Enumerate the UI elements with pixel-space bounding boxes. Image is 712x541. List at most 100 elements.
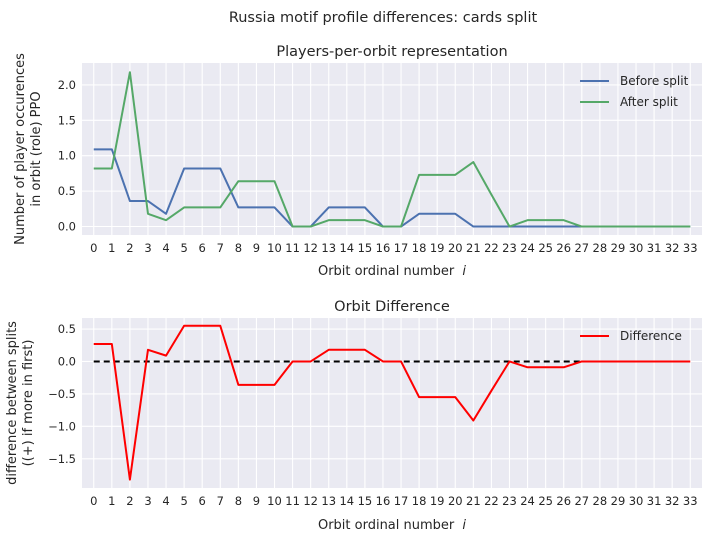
y-axis-label-line2: ((+) if more in first) [21, 340, 36, 467]
x-tick-label: 15 [358, 241, 373, 255]
x-axis-label-variable: i [462, 264, 466, 279]
x-tick-label: 14 [339, 494, 354, 508]
y-tick-label: 0.5 [58, 184, 76, 198]
chart-title: Players-per-orbit representation [276, 44, 507, 60]
x-tick-label: 23 [502, 241, 517, 255]
x-tick-label: 2 [126, 241, 133, 255]
x-tick-label: 33 [683, 241, 698, 255]
x-tick-label: 6 [199, 241, 206, 255]
x-tick-label: 4 [162, 241, 169, 255]
x-tick-label: 19 [430, 494, 445, 508]
x-axis-label-text: Orbit ordinal number [318, 518, 458, 533]
x-tick-label: 17 [394, 241, 409, 255]
x-tick-label: 30 [629, 494, 644, 508]
x-tick-label: 7 [217, 241, 224, 255]
x-tick-label: 21 [466, 494, 481, 508]
x-tick-label: 12 [303, 494, 318, 508]
x-tick-label: 32 [665, 241, 680, 255]
x-tick-label: 29 [611, 241, 626, 255]
x-tick-label: 22 [484, 494, 499, 508]
x-tick-label: 8 [235, 241, 242, 255]
x-tick-label: 27 [574, 494, 589, 508]
legend-label: After split [620, 95, 678, 109]
y-tick-label: −1.5 [48, 452, 76, 466]
x-tick-label: 11 [285, 241, 300, 255]
x-tick-label: 16 [376, 494, 391, 508]
x-axis-label-variable: i [462, 518, 466, 533]
x-tick-label: 11 [285, 494, 300, 508]
x-tick-label: 3 [144, 494, 151, 508]
legend-label: Before split [620, 74, 689, 88]
x-tick-label: 27 [574, 241, 589, 255]
x-tick-label: 28 [593, 494, 608, 508]
x-tick-label: 4 [162, 494, 169, 508]
x-tick-label: 9 [253, 241, 260, 255]
x-tick-label: 1 [108, 494, 115, 508]
x-tick-label: 24 [520, 241, 535, 255]
x-tick-label: 31 [647, 241, 662, 255]
x-tick-label: 10 [267, 241, 282, 255]
x-tick-label: 16 [376, 241, 391, 255]
x-tick-label: 13 [321, 494, 336, 508]
x-tick-label: 21 [466, 241, 481, 255]
x-tick-label: 28 [593, 241, 608, 255]
x-tick-label: 20 [448, 241, 463, 255]
x-tick-label: 5 [180, 241, 187, 255]
x-tick-label: 0 [90, 241, 97, 255]
plot-area [82, 318, 702, 488]
y-tick-label: −0.5 [48, 387, 76, 401]
x-tick-label: 22 [484, 241, 499, 255]
bottom-chart: 0 1 2 3 4 5 6 7 8 9 10 11 12 13 14 15 16 17 18 19 20 21 22 23 24… [5, 299, 702, 533]
x-axis-label: Orbit ordinal number i [318, 264, 466, 279]
x-tick-label: 18 [412, 494, 427, 508]
x-tick-label: 29 [611, 494, 626, 508]
x-tick-label: 18 [412, 241, 427, 255]
x-tick-label: 9 [253, 494, 260, 508]
x-tick-label: 32 [665, 494, 680, 508]
x-tick-label: 12 [303, 241, 318, 255]
x-tick-label: 5 [180, 494, 187, 508]
x-axis-label-text: Orbit ordinal number [318, 264, 458, 279]
top-chart: 0 1 2 3 4 5 6 7 8 9 10 11 12 13 14 15 16 17 18 19 20 21 22 23 24… [13, 44, 702, 279]
x-tick-label: 13 [321, 241, 336, 255]
x-tick-label: 33 [683, 494, 698, 508]
y-tick-label: 0.0 [58, 354, 76, 368]
x-tick-label: 3 [144, 241, 151, 255]
x-tick-label: 6 [199, 494, 206, 508]
x-tick-label: 31 [647, 494, 662, 508]
x-tick-label: 25 [538, 494, 553, 508]
x-tick-label: 0 [90, 494, 97, 508]
y-tick-label: −1.0 [48, 419, 76, 433]
y-tick-label: 1.0 [58, 149, 76, 163]
y-tick-label: 2.0 [58, 78, 76, 92]
x-tick-label: 10 [267, 494, 282, 508]
y-tick-label: 0.0 [58, 220, 76, 234]
x-tick-label: 14 [339, 241, 354, 255]
x-tick-label: 15 [358, 494, 373, 508]
y-tick-label: 0.5 [58, 322, 76, 336]
x-tick-label: 25 [538, 241, 553, 255]
chart-title: Orbit Difference [334, 299, 450, 315]
y-axis-label-line1: difference between splits [5, 321, 20, 485]
y-axis-label-line2: in orbit (role) PPO [29, 91, 44, 206]
series-line-after-split [93, 71, 691, 228]
plot-area [82, 63, 702, 235]
x-tick-label: 8 [235, 494, 242, 508]
x-tick-label: 23 [502, 494, 517, 508]
x-tick-label: 19 [430, 241, 445, 255]
x-tick-label: 20 [448, 494, 463, 508]
x-tick-label: 30 [629, 241, 644, 255]
figure-title: Russia motif profile differences: cards … [229, 10, 538, 26]
series-line-difference [93, 324, 691, 481]
y-axis-label-line1: Number of player occurences [13, 53, 28, 245]
legend-label: Difference [620, 329, 682, 343]
x-axis-label: Orbit ordinal number i [318, 518, 466, 533]
y-tick-label: 1.5 [58, 113, 76, 127]
x-tick-label: 1 [108, 241, 115, 255]
x-tick-label: 7 [217, 494, 224, 508]
x-tick-label: 26 [556, 494, 571, 508]
x-tick-label: 17 [394, 494, 409, 508]
x-tick-label: 24 [520, 494, 535, 508]
x-tick-label: 26 [556, 241, 571, 255]
